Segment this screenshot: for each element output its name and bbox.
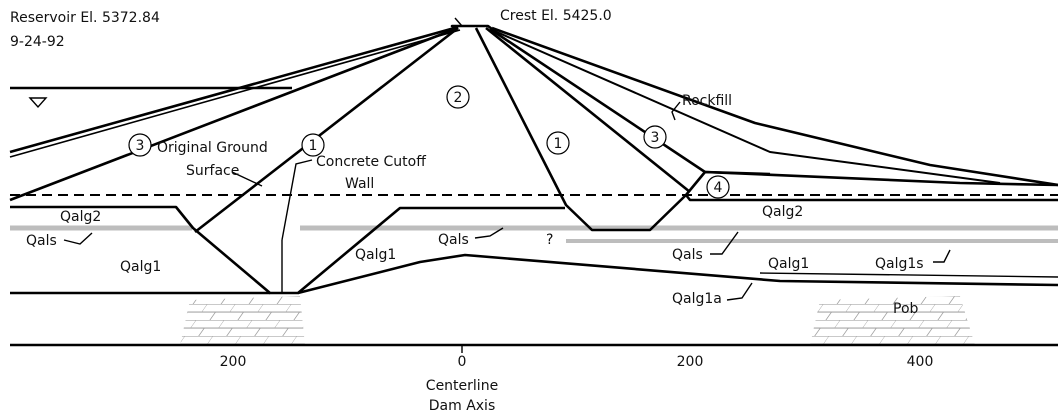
zone-label: 3 [136,138,145,154]
zone-label: 2 [454,90,463,106]
zone-label: 3 [651,130,660,146]
material-label: Qals [672,247,703,263]
material-label: Qalg2 [762,204,803,220]
reservoir-label: Reservoir El. 5372.84 [10,10,160,26]
material-label: Qals [438,232,469,248]
cutoff-label: Wall [345,176,374,192]
material-label: Qalg1a [672,291,722,307]
material-label: Qalg1s [875,256,924,272]
cutoff-label: Concrete Cutoff [316,154,426,170]
layers [10,225,1058,278]
ground-label: Surface [186,163,239,179]
material-label: Qals [26,233,57,249]
ground-label: Original Ground [157,140,268,156]
zone-label: 1 [309,138,318,154]
bedrock-hatch [180,296,975,345]
zone-circles [128,85,730,199]
labels: Reservoir El. 5372.84 9-24-92 Crest El. … [10,8,933,414]
material-label: ? [546,232,553,248]
axis-tick-label: 200 [220,354,247,370]
centerline-label: Centerline [426,378,498,394]
embankment [9,17,1058,353]
reservoir-date: 9-24-92 [10,34,65,50]
material-label: Qalg1 [355,247,396,263]
leaders [63,101,951,301]
centerline-label: Dam Axis [429,398,496,414]
material-label: Qalg1 [120,259,161,275]
axis-tick-label: 200 [677,354,704,370]
zone-label: 1 [554,136,563,152]
material-label: Qalg1 [768,256,809,272]
crest-label: Crest El. 5425.0 [500,8,612,24]
rockfill-label: Rockfill [682,93,732,109]
axis-tick-label: 400 [907,354,934,370]
axis-tick-label: 0 [458,354,467,370]
zone-label: 4 [714,180,723,196]
material-label: Qalg2 [60,209,101,225]
material-label: Pob [893,301,919,317]
